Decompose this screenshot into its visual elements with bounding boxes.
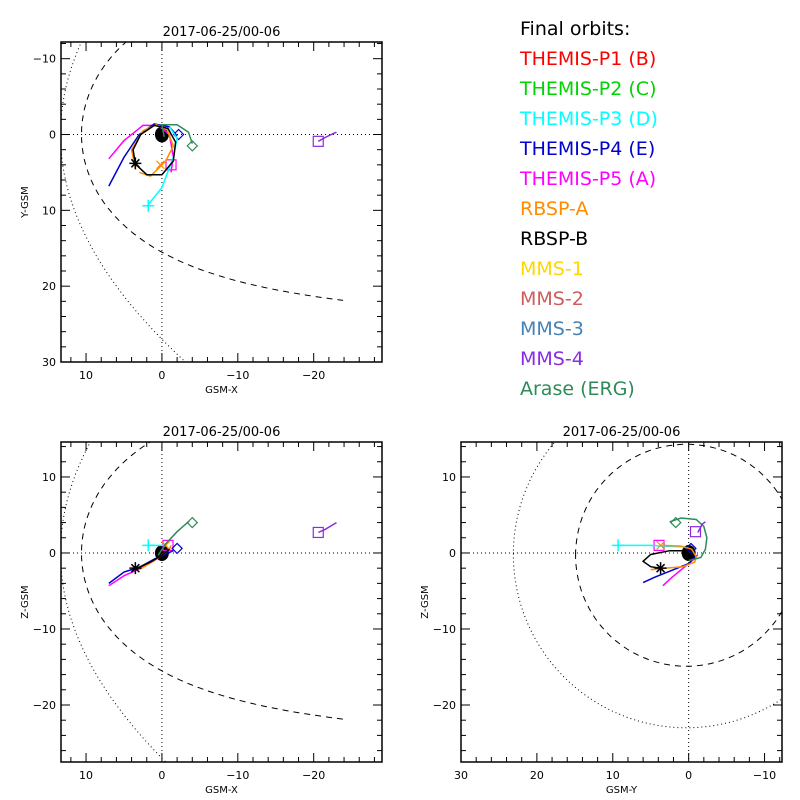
y-tick-label: 10: [42, 471, 56, 484]
x-tick-label: 10: [79, 769, 93, 782]
y-tick-label: −10: [33, 623, 56, 636]
y-tick-label: 0: [49, 129, 56, 142]
orbit-line-mms-4: [317, 521, 337, 534]
x-axis-label: GSM-X: [205, 785, 238, 796]
orbit-end-marker: [669, 516, 682, 529]
bow-shock-boundary: [61, 442, 167, 762]
x-tick-label: 20: [530, 769, 544, 782]
legend-entry: THEMIS-P3 (D): [520, 108, 658, 130]
orbit-end-marker: [155, 160, 165, 170]
y-tick-label: 30: [42, 356, 56, 369]
orbit-end-marker: [172, 128, 185, 141]
plot-panel-2: 2017-06-25/00-06 10 0 −10 −20 10 0 −10 −20 GSM-X Z…: [20, 425, 383, 796]
plot-title: 2017-06-25/00-06: [163, 25, 281, 40]
orbit-end-marker: [142, 539, 155, 552]
orbit-line-rbsp-b: [132, 124, 177, 176]
orbit-end-marker: [165, 159, 177, 171]
x-axis-label: GSM-X: [205, 385, 238, 396]
legend-entry: MMS-4: [520, 348, 584, 370]
legend-entry: Arase (ERG): [520, 378, 635, 400]
x-tick-label: −20: [302, 769, 325, 782]
orbit-end-marker: [186, 516, 199, 529]
orbit-end-marker: [186, 140, 199, 152]
plot-title: 2017-06-25/00-06: [163, 425, 281, 440]
x-tick-label: −10: [226, 369, 249, 382]
orbit-end-marker: [656, 540, 666, 550]
legend-entry: MMS-1: [520, 258, 584, 280]
legend-title: Final orbits:: [520, 18, 631, 40]
legend-entry: RBSP-B: [520, 228, 589, 250]
plot-frame: [60, 441, 383, 763]
orbit-line-rbsp-a: [130, 123, 175, 178]
x-tick-label: −10: [753, 769, 776, 782]
orbit-line-arase-erg-: [669, 517, 708, 562]
orbit-end-marker: [689, 526, 702, 538]
y-tick-label: 20: [42, 280, 56, 293]
y-tick-label: 10: [442, 471, 456, 484]
y-axis-label: Z-GSM: [20, 585, 31, 618]
y-axis-label: Z-GSM: [420, 585, 431, 618]
orbit-line-arase-erg-: [157, 520, 190, 556]
orbit-line-rbsp-a: [650, 544, 698, 571]
y-tick-label: 10: [42, 204, 56, 217]
x-tick-label: 0: [158, 369, 165, 382]
orbit-line-arase-erg-: [160, 123, 194, 144]
legend-entry: RBSP-A: [520, 198, 589, 220]
legend-entry: MMS-3: [520, 318, 584, 340]
x-axis-label: GSM-Y: [606, 785, 638, 796]
x-tick-label: −20: [302, 369, 325, 382]
magnetopause-boundary: [81, 42, 344, 301]
y-tick-label: −10: [433, 623, 456, 636]
plot-panel-1: 2017-06-25/00-06 10 0 −10 −20 −10 0 10 20 30 GSM-X…: [20, 25, 383, 396]
y-axis-label: Y-GSM: [20, 186, 31, 219]
orbit-end-marker: [654, 562, 667, 575]
x-tick-label: 10: [79, 369, 93, 382]
y-tick-label: −10: [33, 53, 56, 66]
legend-entry: THEMIS-P4 (E): [520, 138, 656, 160]
x-tick-label: 10: [606, 769, 620, 782]
y-tick-label: 0: [449, 547, 456, 560]
x-tick-label: −10: [226, 769, 249, 782]
orbit-end-marker: [612, 539, 625, 552]
y-tick-label: −20: [433, 699, 456, 712]
orbit-end-marker: [142, 199, 155, 212]
plot-panel-3: 2017-06-25/00-06 30 20 10 0 −10 10 0 −10 −20 GSM-Y…: [420, 425, 783, 796]
legend-entry: MMS-2: [520, 288, 584, 310]
orbit-line-rbsp-b: [641, 549, 696, 569]
orbit-end-marker: [129, 157, 142, 170]
legend: Final orbits: THEMIS-P1 (B) THEMIS-P2 (C)…: [520, 14, 658, 404]
orbit-line-mms-4: [317, 131, 337, 142]
plot-frame: [60, 41, 383, 363]
x-tick-label: 0: [158, 769, 165, 782]
orbit-end-marker: [171, 542, 183, 555]
plot-title: 2017-06-25/00-06: [563, 425, 681, 440]
orbit-end-marker: [312, 526, 324, 539]
x-tick-label: 30: [454, 769, 468, 782]
orbit-end-marker: [312, 135, 324, 147]
y-tick-label: −20: [33, 699, 56, 712]
bow-shock-boundary: [61, 42, 187, 362]
orbit-line-rbsp-b: [135, 548, 170, 570]
legend-entry: THEMIS-P5 (A): [520, 168, 657, 190]
orbit-end-marker: [129, 562, 142, 575]
orbit-line-mms-4: [697, 521, 706, 533]
orbit-line-themis-p4-e-: [642, 554, 697, 584]
legend-entry: THEMIS-P1 (B): [520, 48, 657, 70]
plot-frame: [460, 441, 783, 763]
y-tick-label: 0: [49, 547, 56, 560]
legend-entry: THEMIS-P2 (C): [520, 78, 657, 100]
x-tick-label: 0: [685, 769, 692, 782]
